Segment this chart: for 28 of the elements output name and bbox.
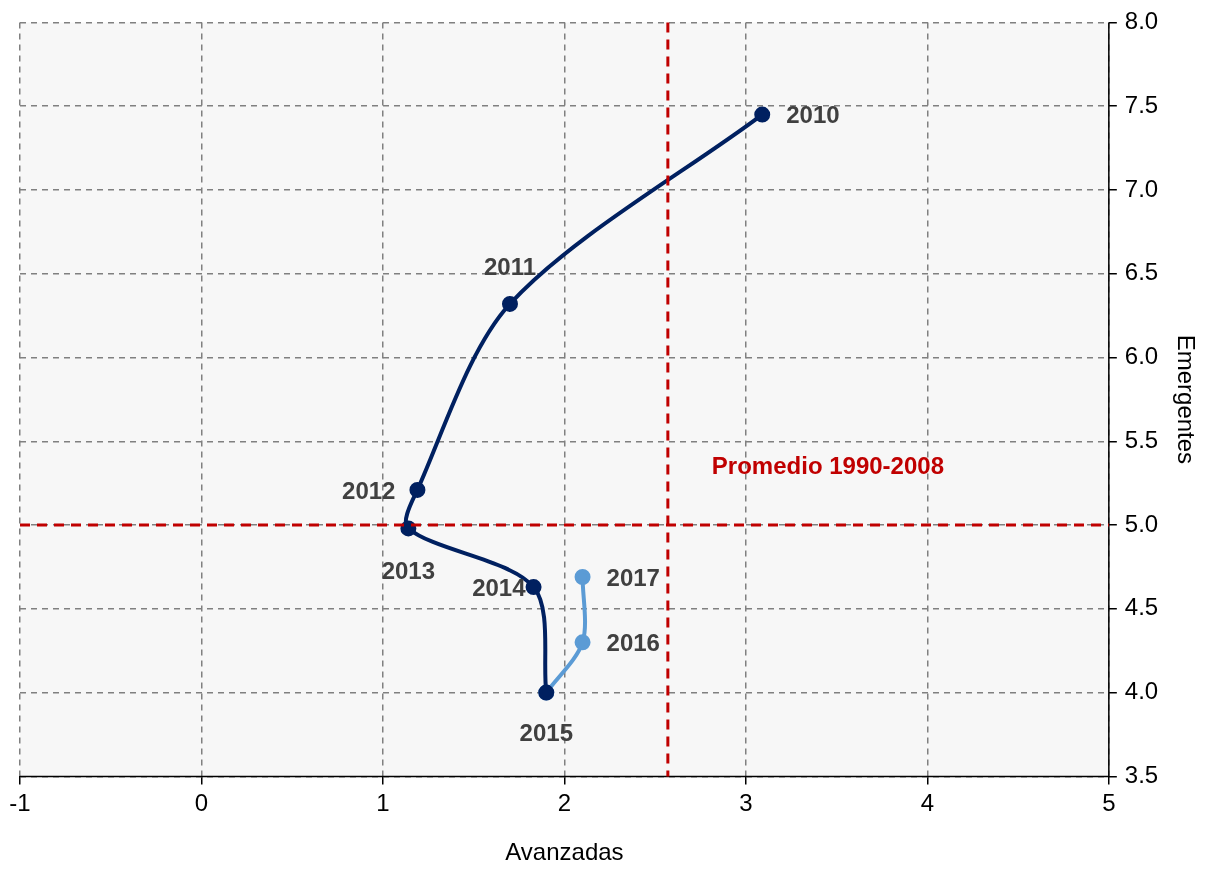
y-tick-label: 7.0 [1124, 174, 1159, 202]
y-tick-label: 7.5 [1124, 90, 1159, 118]
x-axis-title: Avanzadas [505, 838, 624, 866]
y-axis-title: Emergentes [1172, 334, 1200, 465]
x-tick-label: 2 [557, 789, 572, 817]
annotation: 2017 [606, 563, 660, 591]
y-tick-label: 4.5 [1124, 593, 1159, 621]
annotation: 2012 [342, 476, 396, 504]
annotation: 2010 [786, 101, 840, 129]
annotation: 2013 [381, 557, 436, 585]
annotation: 2014 [472, 573, 527, 601]
y-tick-label: 5.0 [1124, 509, 1159, 537]
x-tick-label: 3 [739, 789, 753, 817]
annotation: 2016 [606, 628, 660, 656]
y-tick-label: 6.5 [1124, 258, 1159, 286]
annotation: 2011 [483, 252, 537, 280]
ref-line-label: Promedio 1990-2008 [711, 451, 944, 479]
x-tick-label: 1 [376, 789, 390, 817]
y-tick-label: 4.0 [1124, 677, 1159, 705]
y-tick-label: 3.5 [1124, 761, 1159, 789]
y-tick-label: 6.0 [1124, 342, 1159, 370]
x-tick-label: 0 [194, 789, 209, 817]
x-tick-label: 4 [920, 789, 935, 817]
y-tick-label: 5.5 [1124, 425, 1159, 453]
y-tick-label: 8.0 [1124, 7, 1159, 35]
annotation: 2015 [519, 719, 573, 747]
x-tick-label: 5 [1102, 789, 1116, 817]
x-tick-label: -1 [9, 789, 31, 817]
